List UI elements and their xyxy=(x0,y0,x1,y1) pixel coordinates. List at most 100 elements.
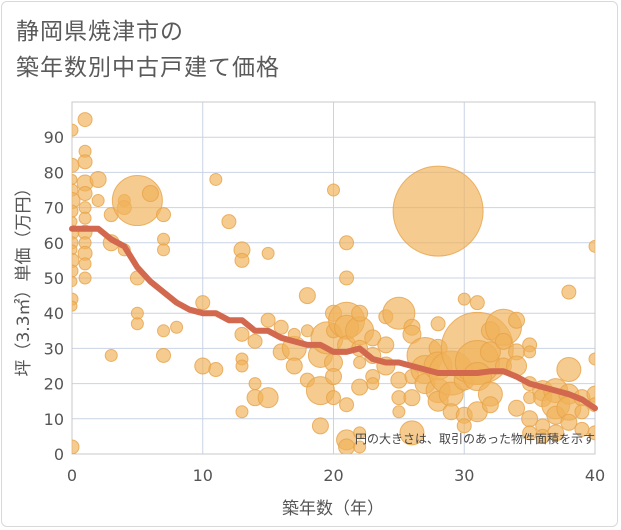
bubble-80 xyxy=(325,368,342,386)
bubble-144 xyxy=(508,399,526,417)
bubble-67 xyxy=(285,357,303,375)
y-tick-20: 20 xyxy=(44,375,64,394)
tick-labels: 0 10 20 30 40 50 60 70 80 90 0 10 20 30 40 xyxy=(44,128,606,485)
bubble-16 xyxy=(77,112,93,128)
bubble-49 xyxy=(209,172,223,186)
bubble-32 xyxy=(104,348,118,362)
bubble-51 xyxy=(221,214,237,230)
bubble-74 xyxy=(311,417,329,435)
bubble-64 xyxy=(273,319,289,335)
y-tick-0: 0 xyxy=(54,445,64,464)
bubble-50 xyxy=(208,362,224,378)
bubble-129 xyxy=(469,295,485,311)
bubble-89 xyxy=(338,438,356,454)
bubble-125 xyxy=(457,292,471,306)
bubble-91 xyxy=(351,304,369,322)
bubble-97 xyxy=(364,329,382,347)
x-tick-20: 20 xyxy=(323,466,343,485)
bubble-45 xyxy=(156,347,172,363)
x-tick-30: 30 xyxy=(454,466,474,485)
bubble-9 xyxy=(72,244,78,256)
bubble-43 xyxy=(157,243,171,257)
bubble-54 xyxy=(234,326,250,342)
x-tick-10: 10 xyxy=(193,466,213,485)
bubble-165 xyxy=(574,404,590,420)
bubble-47 xyxy=(195,295,211,311)
x-axis-label: 築年数（年） xyxy=(282,499,384,519)
bubble-4 xyxy=(72,192,81,210)
bubble-18 xyxy=(77,154,93,170)
bubble-20 xyxy=(77,186,93,202)
y-tick-10: 10 xyxy=(44,410,64,429)
bubble-82 xyxy=(339,235,355,251)
bubble-44 xyxy=(157,324,171,338)
bubble-94 xyxy=(351,378,369,396)
y-tick-90: 90 xyxy=(44,128,64,147)
bubble-141 xyxy=(508,311,526,329)
bubble-62 xyxy=(260,312,276,328)
bubble-128 xyxy=(456,418,472,434)
bubble-107 xyxy=(392,405,406,419)
bubble-139 xyxy=(494,332,512,350)
bubble-size-note: 円の大きさは、取引のあった物件面積を示す xyxy=(355,431,595,446)
bubble-28 xyxy=(89,170,107,188)
bubble-5 xyxy=(72,204,79,218)
bubble-46 xyxy=(170,320,184,334)
bubble-87 xyxy=(339,397,355,413)
bubble-76 xyxy=(327,183,340,197)
y-tick-70: 70 xyxy=(44,199,64,218)
bubble-11 xyxy=(72,264,79,278)
bubble-159 xyxy=(556,357,582,383)
bubble-135 xyxy=(479,341,501,363)
bubble-0 xyxy=(72,123,79,137)
x-tick-40: 40 xyxy=(585,466,605,485)
bubble-15 xyxy=(72,439,80,454)
y-tick-30: 30 xyxy=(44,339,64,358)
title-line-1: 静岡県焼津市の xyxy=(16,19,184,45)
bubble-22 xyxy=(78,211,92,225)
bubble-167 xyxy=(588,239,595,253)
bubble-161 xyxy=(561,284,577,300)
bubble-48 xyxy=(194,357,212,375)
trend-line xyxy=(69,225,598,412)
bubble-56 xyxy=(235,359,249,373)
bubble-137 xyxy=(481,396,499,414)
bubble-14 xyxy=(72,300,78,312)
bubble-57 xyxy=(235,405,249,419)
bubble-93 xyxy=(353,355,367,369)
y-tick-50: 50 xyxy=(44,269,64,288)
bubble-69 xyxy=(298,287,316,305)
bubble-61 xyxy=(261,246,275,260)
bubble-83 xyxy=(339,270,355,286)
bubble-158 xyxy=(547,424,565,442)
bubble-26 xyxy=(78,257,92,271)
bubble-105 xyxy=(390,371,408,389)
bubble-58 xyxy=(247,333,263,349)
title-line-2: 築年数別中古戸建て価格 xyxy=(16,55,280,81)
bubble-41 xyxy=(156,207,172,223)
bubble-117 xyxy=(430,316,446,332)
bubble-6 xyxy=(72,216,78,228)
bubble-116 xyxy=(392,165,484,257)
bubble-163 xyxy=(560,413,578,431)
bubble-2 xyxy=(72,173,78,185)
y-tick-60: 60 xyxy=(44,234,64,253)
bubble-59 xyxy=(248,377,262,391)
bubble-40 xyxy=(141,185,159,203)
bubble-112 xyxy=(399,420,425,446)
bubble-171 xyxy=(587,425,595,441)
bubble-53 xyxy=(234,252,250,268)
bubble-100 xyxy=(366,377,380,391)
bubble-95 xyxy=(353,426,367,440)
y-axis-label: 坪（3.3㎡）単価（万円） xyxy=(14,179,34,376)
bubble-101 xyxy=(377,336,395,354)
bubble-12 xyxy=(72,276,78,288)
bubble-10 xyxy=(72,252,80,268)
y-tick-40: 40 xyxy=(44,304,64,323)
bubble-149 xyxy=(521,410,539,428)
bubble-111 xyxy=(403,389,421,407)
bubble-27 xyxy=(78,271,92,285)
y-tick-80: 80 xyxy=(44,163,64,182)
